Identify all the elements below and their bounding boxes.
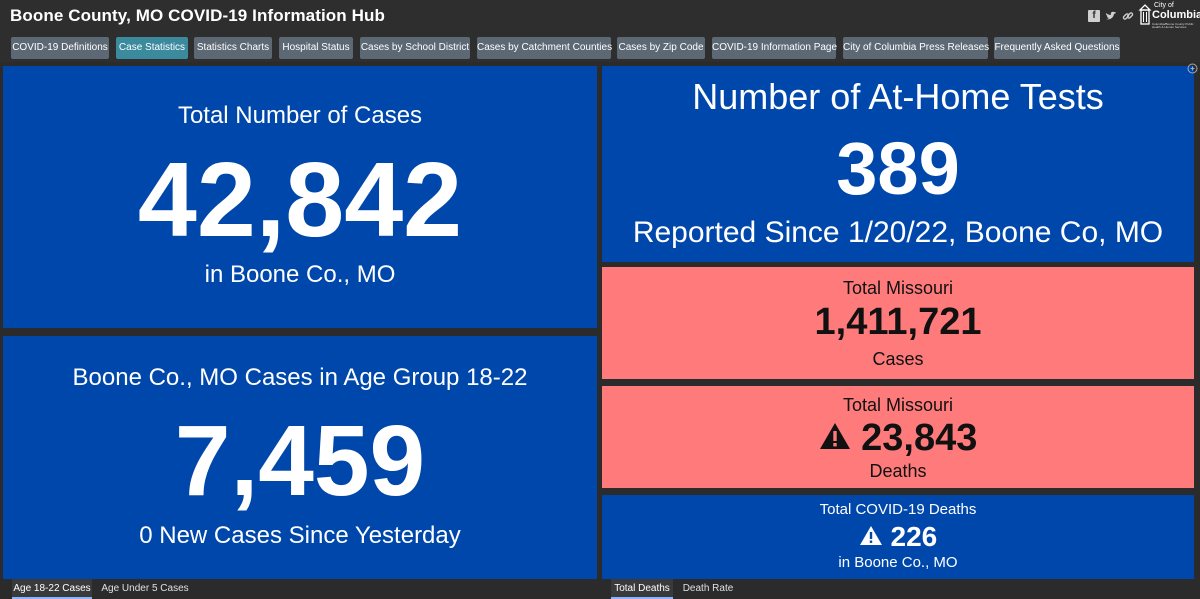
tab-age-18-22-cases[interactable]: Age 18-22 Cases [12, 579, 92, 599]
age-group-panel: Boone Co., MO Cases in Age Group 18-22 7… [3, 336, 597, 579]
tab-statistics-charts[interactable]: Statistics Charts [194, 37, 272, 59]
missouri-cases-value: 1,411,721 [814, 301, 982, 343]
boone-deaths-value: 226 [890, 521, 938, 552]
total-cases-footer: in Boone Co., MO [204, 261, 396, 288]
at-home-tests-footer: Reported Since 1/20/22, Boone Co, MO [632, 216, 1164, 249]
missouri-deaths-panel: Total Missouri 23,843 Deaths [602, 386, 1194, 488]
tab-covid-definitions[interactable]: COVID-19 Definitions [11, 37, 109, 59]
tab-cases-by-school-district[interactable]: Cases by School District [360, 37, 470, 59]
missouri-deaths-footer: Deaths [869, 461, 927, 481]
tab-faq[interactable]: Frequently Asked Questions [994, 37, 1120, 59]
warning-icon [819, 423, 850, 449]
tab-cases-by-catchment-counties[interactable]: Cases by Catchment Counties [477, 37, 612, 59]
total-cases-panel: Total Number of Cases 42,842 in Boone Co… [3, 66, 597, 328]
boone-deaths-panel: Total COVID-19 Deaths 226 in Boone Co., … [602, 495, 1194, 579]
missouri-deaths-heading: Total Missouri [842, 395, 954, 415]
age-group-value: 7,459 [174, 405, 426, 517]
missouri-cases-heading: Total Missouri [842, 278, 954, 298]
at-home-tests-panel: Number of At-Home Tests 389 Reported Sin… [602, 66, 1194, 262]
logo-city-of: City of [1154, 2, 1174, 9]
at-home-tests-value: 389 [836, 127, 960, 210]
tab-press-releases[interactable]: City of Columbia Press Releases [843, 37, 989, 59]
nav-bar: COVID-19 Definitions Case Statistics Sta… [0, 34, 1200, 62]
tab-case-statistics[interactable]: Case Statistics [116, 37, 188, 59]
bottom-tab-bar: Age 18-22 Cases Age Under 5 Cases Total … [0, 579, 1200, 599]
city-of-columbia-logo[interactable]: City of Columbia Columbia/Boone County P… [1138, 2, 1200, 32]
age-group-heading: Boone Co., MO Cases in Age Group 18-22 [72, 364, 528, 391]
age-group-footer: 0 New Cases Since Yesterday [139, 522, 461, 549]
facebook-icon[interactable]: f [1088, 10, 1100, 22]
social-links: f [1088, 10, 1134, 22]
link-icon[interactable] [1122, 10, 1134, 22]
top-bar: Boone County, MO COVID-19 Information Hu… [0, 0, 1200, 34]
tab-death-rate[interactable]: Death Rate [682, 583, 734, 594]
columbia-emblem-icon [1138, 4, 1152, 25]
warning-icon [859, 526, 882, 545]
missouri-cases-footer: Cases [872, 349, 924, 369]
boone-deaths-value-row: 226 [602, 520, 1194, 554]
tab-covid-information-page[interactable]: COVID-19 Information Page [712, 37, 837, 59]
at-home-tests-heading: Number of At-Home Tests [692, 76, 1104, 117]
tab-hospital-status[interactable]: Hospital Status [279, 37, 353, 59]
tab-total-deaths[interactable]: Total Deaths [611, 579, 673, 599]
missouri-cases-panel: Total Missouri 1,411,721 Cases [602, 267, 1194, 379]
boone-deaths-heading: Total COVID-19 Deaths [819, 501, 977, 518]
app-title: Boone County, MO COVID-19 Information Hu… [10, 6, 385, 25]
twitter-icon[interactable] [1105, 10, 1117, 22]
boone-deaths-footer: in Boone Co., MO [838, 554, 958, 571]
tab-age-under-5-cases[interactable]: Age Under 5 Cases [101, 583, 189, 594]
expand-icon[interactable] [1187, 63, 1198, 74]
logo-subtitle: Columbia/Boone County Public Health & Hu… [1152, 22, 1194, 29]
total-cases-heading: Total Number of Cases [177, 102, 423, 129]
tab-cases-by-zip-code[interactable]: Cases by Zip Code [617, 37, 705, 59]
missouri-deaths-value: 23,843 [861, 417, 978, 459]
total-cases-value: 42,842 [137, 141, 463, 259]
missouri-deaths-value-row: 23,843 [602, 416, 1194, 460]
logo-name: Columbia [1152, 9, 1200, 21]
